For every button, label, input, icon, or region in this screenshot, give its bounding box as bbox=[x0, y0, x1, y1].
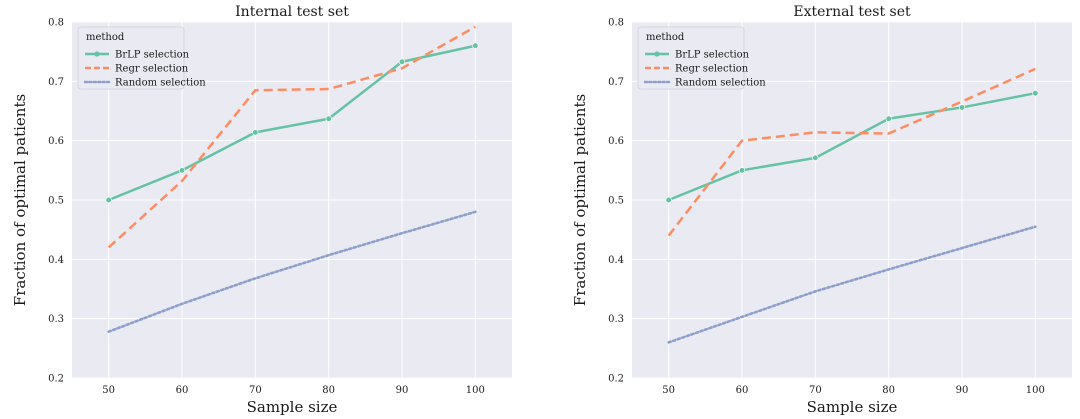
y-tick-label: 0.7 bbox=[48, 77, 64, 88]
legend-box bbox=[637, 26, 745, 90]
chart-panel-2: 0.2 0.3 0.4 0.5 0.6 0.7 0.8 50 60 70 80 90 100 Extern… bbox=[571, 4, 1072, 416]
series-point bbox=[105, 196, 112, 204]
x-axis-label: Sample size bbox=[807, 398, 898, 416]
y-tick-label: 0.5 bbox=[48, 196, 64, 207]
series-line-1 bbox=[668, 91, 1036, 202]
x-tick-label: 90 bbox=[396, 385, 409, 396]
x-tick-label: 60 bbox=[736, 385, 749, 396]
series-line-3 bbox=[107, 210, 477, 334]
series-point bbox=[325, 115, 332, 122]
x-tick-label: 100 bbox=[466, 385, 485, 396]
series-point bbox=[885, 115, 892, 122]
y-tick-label: 0.8 bbox=[48, 18, 64, 29]
x-tick-label: 90 bbox=[956, 385, 969, 396]
series-point bbox=[1032, 90, 1039, 97]
legend-title: method bbox=[646, 32, 685, 43]
x-axis-label: Sample size bbox=[247, 398, 338, 416]
legend-marker bbox=[654, 51, 660, 57]
x-tick-label: 100 bbox=[1026, 385, 1045, 396]
chart-title: Internal test set bbox=[235, 4, 349, 20]
y-tick-label: 0.4 bbox=[48, 255, 64, 266]
y-tick-label: 0.5 bbox=[608, 196, 624, 207]
series-point bbox=[665, 196, 672, 204]
legend-box bbox=[77, 26, 185, 90]
chart-title: External test set bbox=[793, 4, 911, 20]
x-tick-label: 70 bbox=[249, 385, 262, 396]
series-point bbox=[812, 154, 819, 161]
series-point bbox=[178, 167, 186, 174]
x-tick-label: 50 bbox=[102, 385, 115, 396]
y-axis-label: Fraction of optimal patients bbox=[571, 94, 589, 306]
legend-label-1: BrLP selection bbox=[675, 50, 750, 61]
y-tick-label: 0.3 bbox=[608, 314, 624, 325]
series-line-2 bbox=[107, 25, 476, 249]
legend-label-1: BrLP selection bbox=[115, 50, 190, 61]
legend-label-2: Regr selection bbox=[115, 64, 189, 75]
series-point bbox=[252, 129, 259, 136]
y-tick-label: 0.6 bbox=[608, 136, 624, 147]
series-point bbox=[958, 104, 966, 111]
y-tick-label: 0.2 bbox=[48, 374, 64, 385]
y-tick-label: 0.8 bbox=[608, 18, 624, 29]
y-tick-label: 0.6 bbox=[48, 136, 64, 147]
legend-title: method bbox=[86, 32, 125, 43]
chart-panel-1: 0.2 0.3 0.4 0.5 0.6 0.7 0.8 50 60 70 80 90 100 Intern… bbox=[11, 4, 512, 416]
x-tick-label: 70 bbox=[809, 385, 822, 396]
x-tick-label: 80 bbox=[322, 385, 335, 396]
legend-label-2: Regr selection bbox=[675, 64, 749, 75]
series-line-2 bbox=[667, 67, 1036, 237]
y-tick-label: 0.2 bbox=[608, 374, 624, 385]
legend-label-3: Random selection bbox=[115, 78, 206, 89]
x-tick-label: 60 bbox=[176, 385, 189, 396]
series-line-1 bbox=[108, 44, 476, 202]
y-tick-label: 0.4 bbox=[608, 255, 624, 266]
legend-label-3: Random selection bbox=[675, 78, 766, 89]
series-point bbox=[472, 42, 479, 49]
legend: method BrLP selection Regr selection Random… bbox=[77, 26, 206, 90]
y-tick-label: 0.7 bbox=[608, 77, 624, 88]
x-tick-label: 80 bbox=[882, 385, 895, 396]
series-point bbox=[398, 58, 406, 65]
x-tick-label: 50 bbox=[662, 385, 675, 396]
series-point bbox=[738, 167, 746, 174]
y-tick-label: 0.3 bbox=[48, 314, 64, 325]
y-axis-label: Fraction of optimal patients bbox=[11, 94, 29, 306]
legend: method BrLP selection Regr selection Random… bbox=[637, 26, 766, 90]
series-line-3 bbox=[667, 225, 1037, 344]
legend-marker bbox=[94, 51, 100, 57]
